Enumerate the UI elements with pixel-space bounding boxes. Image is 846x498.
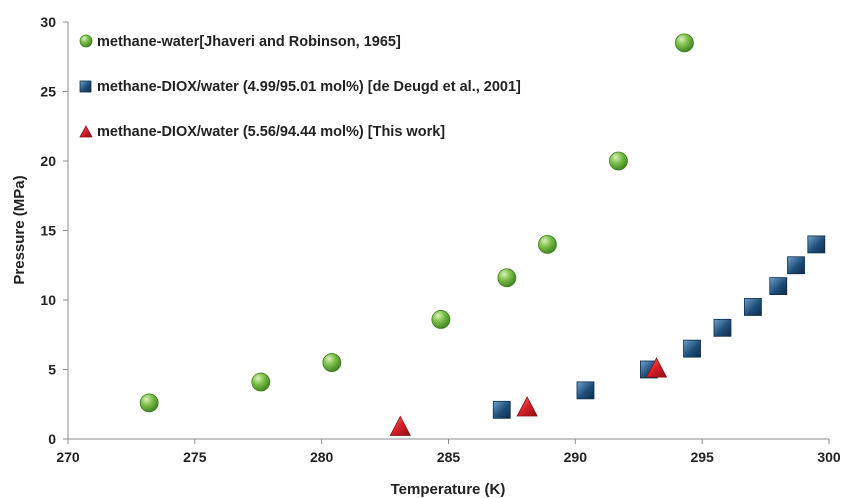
point-circle [609,151,628,171]
legend-item-methane-diox-deugd: methane-DIOX/water (4.99/95.01 mol%) [de… [79,79,521,95]
point-square [769,277,788,296]
y-tick-label: 10 [40,292,56,308]
point-square [807,235,826,254]
x-axis-title: Temperature (K) [391,481,506,498]
point-circle [251,372,271,392]
legend: methane-water[Jhaveri and Robinson, 1965… [79,34,521,140]
legend-item-methane-water: methane-water[Jhaveri and Robinson, 1965… [79,34,401,50]
y-tick-label: 5 [48,362,56,378]
y-tick-label: 25 [40,84,56,100]
point-square [713,318,732,337]
point-circle [538,234,557,254]
point-square [492,400,511,419]
legend-marker-square [79,80,92,93]
point-triangle [645,357,668,378]
point-circle [322,353,342,372]
point-circle [675,33,694,53]
point-circle [497,268,517,288]
y-tick-label: 15 [40,223,56,239]
point-circle [139,393,159,413]
x-tick-label: 280 [310,449,334,465]
x-tick-label: 285 [437,449,461,465]
x-tick-label: 300 [817,449,841,465]
x-tick-label: 295 [690,449,714,465]
y-axis-title: Pressure (MPa) [11,175,28,284]
x-tick-label: 275 [183,449,207,465]
y-axis-ticks: 0 5 10 15 20 25 30 [40,14,68,447]
x-axis-ticks: 270 275 280 285 290 295 300 [56,439,841,465]
point-triangle [516,396,538,417]
point-square [787,256,805,275]
x-tick-label: 290 [564,449,588,465]
legend-item-methane-diox-this-work: methane-DIOX/water (5.56/94.44 mol%) [Th… [79,124,445,140]
point-square [683,339,701,358]
legend-label-methane-water: methane-water[Jhaveri and Robinson, 1965… [97,34,401,50]
legend-label-methane-diox-this-work: methane-DIOX/water (5.56/94.44 mol%) [Th… [97,124,445,140]
data-points [139,33,826,436]
legend-label-methane-diox-deugd: methane-DIOX/water (4.99/95.01 mol%) [de… [97,79,521,95]
point-square [576,381,595,400]
point-circle [431,310,451,329]
point-triangle [389,415,411,436]
legend-marker-circle [79,34,93,48]
legend-marker-triangle [79,125,93,138]
point-square [744,298,762,316]
y-tick-label: 20 [40,153,56,169]
y-tick-label: 0 [48,431,56,447]
y-tick-label: 30 [40,14,56,30]
x-tick-label: 270 [56,449,80,465]
